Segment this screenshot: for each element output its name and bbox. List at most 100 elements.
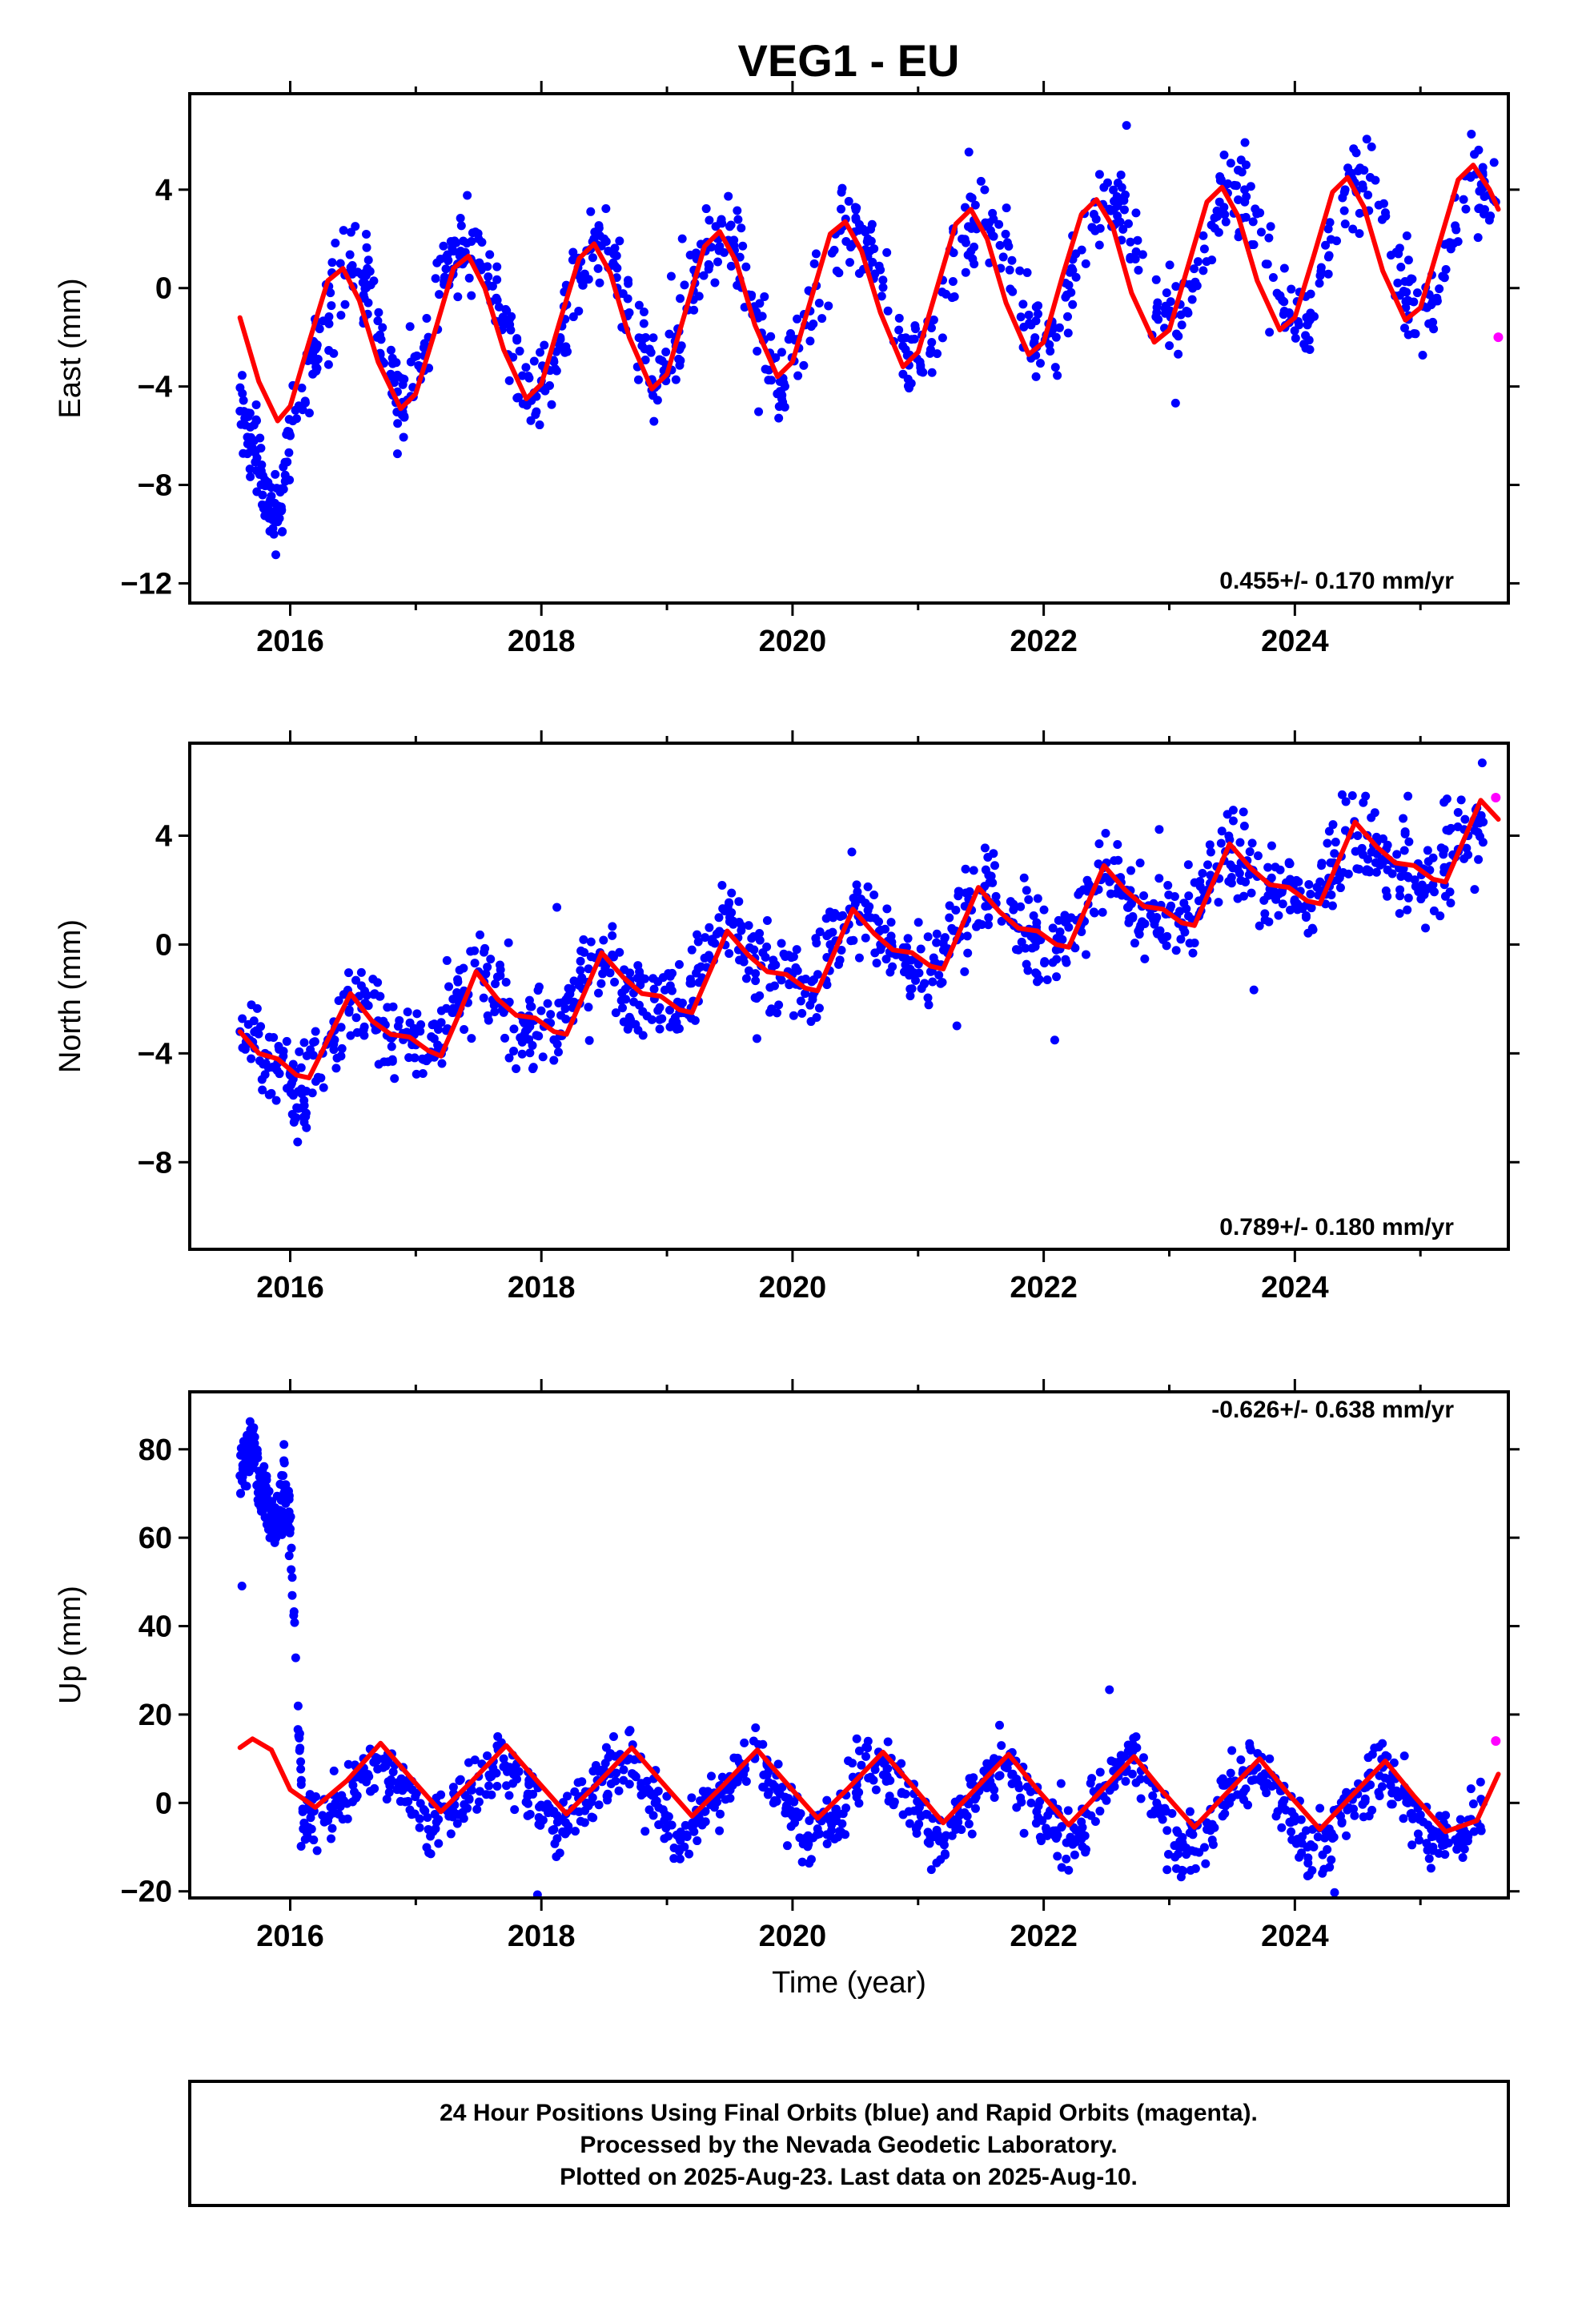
east-final-point [329,348,339,358]
north-final-point [479,993,488,1003]
up-final-point [701,1817,710,1827]
east-final-point [563,347,572,356]
north-final-point [747,934,757,943]
up-final-point [883,1737,893,1747]
north-final-point [861,933,870,943]
up-final-point [1303,1843,1312,1852]
north-final-point [596,979,606,988]
north-final-point [1253,851,1263,861]
east-final-point [1068,300,1078,309]
north-final-point [1379,834,1388,843]
up-ylabel: Up (mm) [54,1586,87,1704]
up-final-point [273,1515,283,1525]
east-final-point [484,272,493,282]
east-final-point [1051,332,1061,342]
up-final-point [1377,1782,1387,1791]
north-final-point [553,1047,563,1057]
north-final-point [773,1008,782,1018]
east-final-point [1306,289,1315,299]
up-final-point [1344,1803,1354,1812]
up-final-point [1012,1803,1022,1812]
north-final-point [504,938,513,947]
up-final-point [763,1790,773,1799]
east-final-point [1305,345,1315,355]
east-final-point [747,290,757,300]
up-final-point [1026,1798,1036,1807]
east-final-point [1266,222,1275,231]
east-final-point [960,235,970,244]
east-final-point [304,408,314,418]
north-final-point [693,930,702,939]
east-final-point [1122,121,1131,131]
east-final-point [271,550,280,560]
east-final-point [1264,233,1274,243]
east-final-point [375,330,385,340]
up-final-point [470,1755,480,1765]
north-final-point [990,861,1000,870]
east-final-point [995,240,1005,250]
east-final-point [1316,267,1326,276]
east-final-point [1362,135,1371,144]
north-final-point [1051,945,1061,955]
up-final-point [312,1846,322,1856]
north-final-point [1418,883,1427,893]
north-final-point [1460,814,1470,824]
up-final-point [1057,1863,1066,1872]
north-final-point [1244,870,1254,879]
east-final-point [1138,250,1147,259]
east-final-point [1240,185,1250,195]
up-final-point [1057,1823,1066,1832]
north-final-point [470,946,480,955]
east-final-point [1226,159,1235,168]
east-final-point [760,292,769,301]
up-final-point [1464,1832,1473,1842]
north-final-point [1235,838,1245,847]
north-final-point [1030,942,1040,951]
east-final-point [545,380,555,390]
east-final-point [1177,320,1186,330]
east-final-point [463,191,472,200]
east-final-point [1343,163,1353,173]
east-final-point [386,345,396,355]
up-final-point [1136,1794,1146,1803]
up-final-point [1389,1758,1399,1767]
east-final-point [291,414,301,424]
north-final-point [1328,820,1338,830]
up-final-point [782,1841,792,1851]
north-final-point [945,901,954,911]
north-final-point [1306,889,1315,899]
north-final-point [1214,898,1223,907]
east-final-point [277,527,287,537]
up-final-point [434,1839,444,1848]
north-final-point [1166,901,1176,911]
north-ytick-label: 4 [155,820,172,854]
east-final-point [814,298,824,308]
north-final-point [484,1015,493,1025]
north-final-point [594,988,604,998]
east-final-point [970,200,980,210]
north-final-point [532,1031,541,1040]
up-final-point [594,1800,604,1810]
north-final-point [765,983,775,992]
north-final-point [1029,911,1038,921]
up-final-point [1289,1815,1299,1824]
north-final-point [1403,893,1413,903]
up-final-point [1287,1827,1296,1836]
east-final-point [277,505,287,515]
up-final-point [990,1792,999,1802]
up-final-point [1435,1811,1444,1821]
east-final-point [1016,312,1026,322]
north-final-point [352,1027,362,1037]
up-final-point [687,1793,697,1803]
north-final-point [1317,858,1327,868]
east-final-point [1116,170,1126,179]
east-final-point [578,280,588,290]
east-final-point [362,243,371,252]
north-final-point [247,1054,256,1063]
north-final-point [653,1006,663,1015]
north-final-point [1453,807,1463,817]
up-final-point [532,1890,542,1898]
north-final-point [310,1037,319,1047]
up-final-point [1162,1826,1172,1835]
